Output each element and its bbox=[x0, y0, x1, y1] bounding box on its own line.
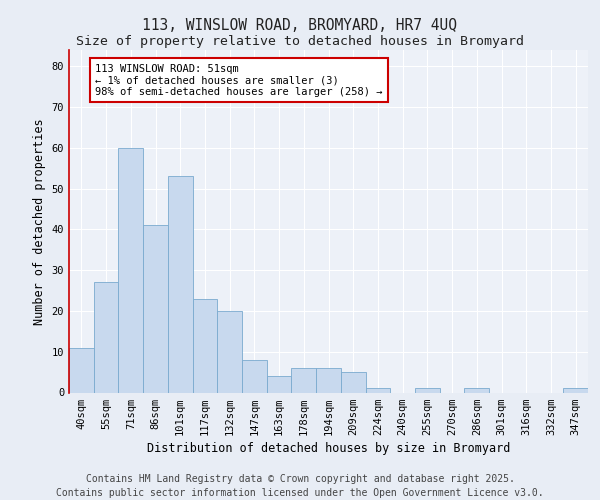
X-axis label: Distribution of detached houses by size in Bromyard: Distribution of detached houses by size … bbox=[147, 442, 510, 455]
Bar bbox=[193, 298, 217, 392]
Bar bbox=[563, 388, 588, 392]
Y-axis label: Number of detached properties: Number of detached properties bbox=[33, 118, 46, 324]
Bar bbox=[292, 368, 316, 392]
Bar bbox=[94, 282, 118, 393]
Bar bbox=[415, 388, 440, 392]
Bar bbox=[464, 388, 489, 392]
Bar bbox=[69, 348, 94, 393]
Text: Size of property relative to detached houses in Bromyard: Size of property relative to detached ho… bbox=[76, 35, 524, 48]
Bar bbox=[267, 376, 292, 392]
Text: 113, WINSLOW ROAD, BROMYARD, HR7 4UQ: 113, WINSLOW ROAD, BROMYARD, HR7 4UQ bbox=[143, 18, 458, 32]
Bar bbox=[316, 368, 341, 392]
Bar bbox=[217, 311, 242, 392]
Bar bbox=[365, 388, 390, 392]
Bar bbox=[341, 372, 365, 392]
Text: 113 WINSLOW ROAD: 51sqm
← 1% of detached houses are smaller (3)
98% of semi-deta: 113 WINSLOW ROAD: 51sqm ← 1% of detached… bbox=[95, 64, 382, 97]
Text: Contains HM Land Registry data © Crown copyright and database right 2025.
Contai: Contains HM Land Registry data © Crown c… bbox=[56, 474, 544, 498]
Bar bbox=[143, 226, 168, 392]
Bar bbox=[118, 148, 143, 392]
Bar bbox=[168, 176, 193, 392]
Bar bbox=[242, 360, 267, 392]
